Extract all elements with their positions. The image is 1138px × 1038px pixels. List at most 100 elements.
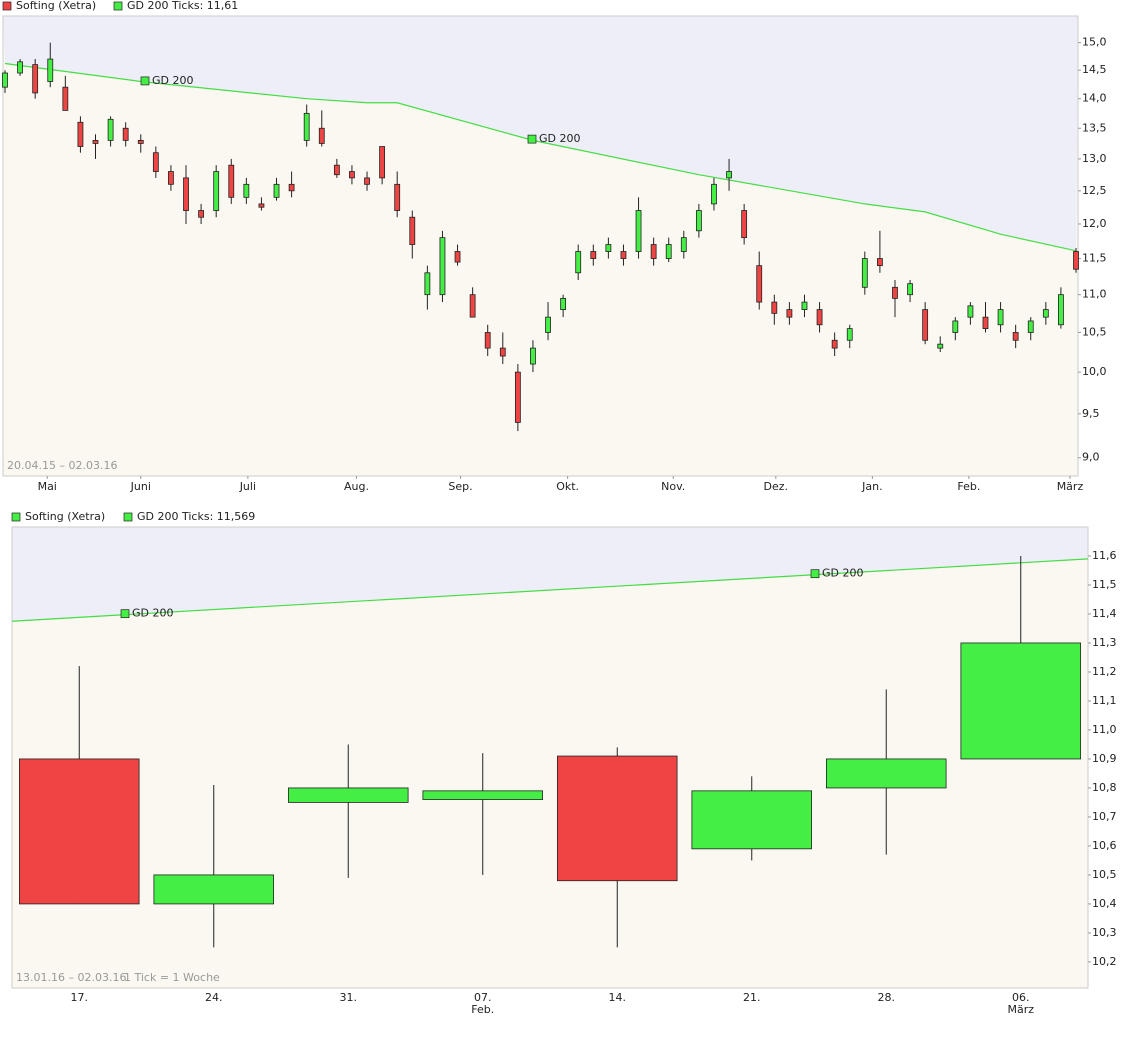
candle-body xyxy=(1012,332,1019,341)
candle-body xyxy=(18,758,140,905)
candle-body xyxy=(17,61,23,74)
candle-body xyxy=(605,244,612,252)
candle-body xyxy=(379,146,386,179)
legend-swatch xyxy=(11,512,21,522)
candle-body xyxy=(786,309,793,318)
candle-body xyxy=(243,183,250,198)
candle-body xyxy=(303,112,310,141)
candle-body xyxy=(198,210,204,218)
x-tick-label: 06. xyxy=(1012,991,1030,1004)
x-month-label: Feb. xyxy=(471,1003,494,1016)
annotation: GD 200 xyxy=(822,567,864,580)
candle-body xyxy=(801,301,808,310)
candle-body xyxy=(771,301,778,314)
candle-body xyxy=(1042,309,1049,318)
candle-body xyxy=(831,339,838,349)
y-tick-label: 11,2 xyxy=(1092,665,1117,678)
candle-body xyxy=(560,297,567,310)
candle-body xyxy=(1073,251,1079,270)
x-tick-label: 31. xyxy=(340,991,358,1004)
candle-body xyxy=(1027,320,1034,333)
gd-line xyxy=(11,558,1089,622)
y-tick-label: 9,0 xyxy=(1082,451,1100,464)
candle-body xyxy=(168,171,174,185)
x-tick-label: 21. xyxy=(743,991,761,1004)
x-tick-label: 28. xyxy=(878,991,896,1004)
x-month-label: März xyxy=(1007,1003,1034,1016)
legend-swatch xyxy=(113,1,123,11)
annotation-marker xyxy=(140,76,150,86)
x-tick-label: Dez. xyxy=(764,480,789,493)
candle-body xyxy=(92,139,99,144)
y-tick-label: 11,0 xyxy=(1092,723,1117,736)
candle-body xyxy=(107,118,114,141)
candle-body xyxy=(846,328,853,341)
y-tick-label: 10,4 xyxy=(1092,897,1117,910)
annotation: GD 200 xyxy=(539,132,581,145)
candle-body xyxy=(695,210,702,232)
legend-swatch xyxy=(2,1,12,11)
y-tick-label: 14,0 xyxy=(1082,92,1107,105)
y-tick-label: 11,1 xyxy=(1092,694,1117,707)
plot-border xyxy=(2,15,1079,477)
y-tick-label: 14,5 xyxy=(1082,63,1107,76)
x-tick-label: 07. xyxy=(474,991,492,1004)
candle-body xyxy=(514,371,521,423)
y-tick-label: 13,0 xyxy=(1082,152,1107,165)
y-tick-label: 11,5 xyxy=(1082,252,1107,265)
y-tick-label: 15,0 xyxy=(1082,36,1107,49)
x-tick-label: Sep. xyxy=(448,480,472,493)
candle-body xyxy=(424,272,431,296)
area-above-gd xyxy=(3,16,1078,251)
y-tick-label: 13,5 xyxy=(1082,121,1107,134)
candle-body xyxy=(32,64,39,94)
candle-body xyxy=(364,177,370,185)
candle-body xyxy=(454,251,461,263)
y-tick-label: 10,6 xyxy=(1092,839,1117,852)
candle-body xyxy=(937,343,944,349)
candle-body xyxy=(530,347,536,365)
candle-body xyxy=(967,305,974,318)
candle-body xyxy=(635,210,642,252)
candle-body xyxy=(287,787,409,803)
legend-label: Softing (Xetra) xyxy=(16,0,96,12)
candle-body xyxy=(960,642,1082,760)
candle-body xyxy=(620,251,627,259)
candle-body xyxy=(922,309,929,341)
legend-label: GD 200 Ticks: 11,569 xyxy=(137,510,255,523)
y-tick-label: 11,0 xyxy=(1082,288,1107,301)
x-tick-label: März xyxy=(1057,480,1084,493)
candle-body xyxy=(877,258,883,267)
candle-body xyxy=(2,72,8,88)
annotation-marker xyxy=(527,134,537,144)
candle-body xyxy=(228,164,235,198)
y-tick-label: 10,5 xyxy=(1092,868,1117,881)
legend-label: GD 200 Ticks: 11,61 xyxy=(127,0,238,12)
x-tick-label: 17. xyxy=(71,991,89,1004)
candle-body xyxy=(422,790,544,800)
candle-body xyxy=(861,258,868,288)
y-tick-label: 10,0 xyxy=(1082,365,1107,378)
candle-body xyxy=(816,309,823,326)
annotation: GD 200 xyxy=(152,74,194,87)
date-range: 20.04.15 – 02.03.16 xyxy=(7,459,117,472)
tick-note: 1 Tick = 1 Woche xyxy=(124,971,220,984)
candle-body xyxy=(47,58,54,82)
candle-body xyxy=(273,183,280,198)
y-tick-label: 12,0 xyxy=(1082,217,1107,230)
candle-body xyxy=(213,171,220,211)
x-tick-label: Feb. xyxy=(957,480,980,493)
y-tick-label: 11,3 xyxy=(1092,636,1117,649)
y-tick-label: 11,6 xyxy=(1092,549,1117,562)
candle-body xyxy=(499,347,506,357)
candle-body xyxy=(183,177,189,211)
annotation-marker xyxy=(810,569,820,579)
y-tick-label: 10,8 xyxy=(1092,781,1117,794)
candle-body xyxy=(907,283,913,296)
y-tick-label: 10,7 xyxy=(1092,810,1117,823)
candle-body xyxy=(691,790,813,850)
candle-body xyxy=(982,316,989,330)
candle-body xyxy=(825,758,947,789)
candle-body xyxy=(545,316,551,333)
